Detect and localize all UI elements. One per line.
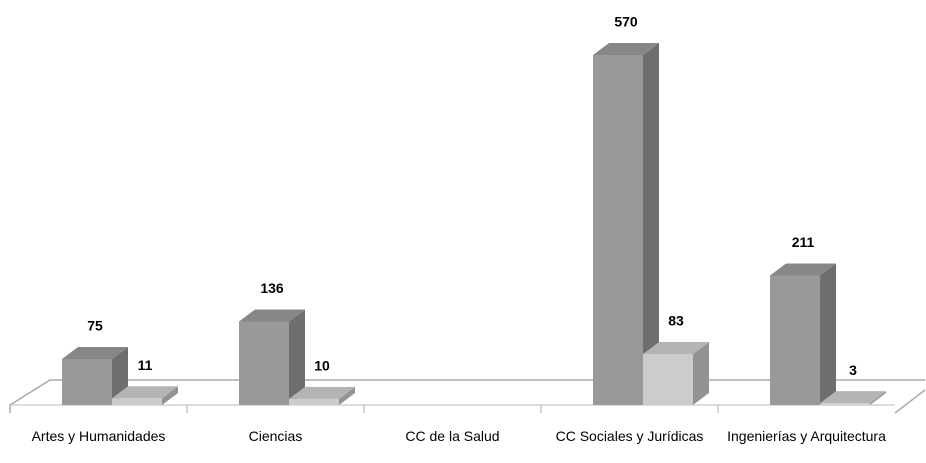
bar-front [239, 321, 289, 405]
bar-front [62, 358, 112, 405]
data-label: 136 [260, 280, 284, 296]
bar-top [289, 386, 355, 399]
bar-top [820, 391, 886, 404]
bar-top [643, 342, 709, 355]
bar-front [112, 398, 162, 405]
x-tick-label: Ciencias [248, 428, 303, 444]
x-tick-label: CC Sociales y Jurídicas [555, 428, 704, 444]
bar-side [820, 263, 836, 405]
bar-front [820, 403, 870, 405]
bar-side [162, 386, 178, 405]
bar [593, 43, 659, 405]
bar-front [593, 55, 643, 405]
bar-side [693, 342, 709, 405]
bar-side [339, 386, 355, 405]
data-label: 3 [849, 362, 857, 378]
data-label: 211 [792, 234, 815, 250]
bar [820, 391, 886, 405]
data-label: 570 [614, 14, 638, 30]
x-tick-label: Ingenierías y Arquitectura [727, 428, 886, 444]
x-tick-label: Artes y Humanidades [31, 428, 166, 444]
bar-side [643, 43, 659, 405]
bar-side [870, 391, 886, 405]
bar-top [112, 386, 178, 399]
x-tick-label: CC de la Salud [405, 428, 500, 444]
bar [239, 309, 305, 405]
bar-top [770, 263, 836, 276]
bar [643, 342, 709, 405]
bar-front [643, 354, 693, 405]
bar-front [289, 398, 339, 405]
bar [770, 263, 836, 405]
bar [112, 386, 178, 405]
data-label: 11 [138, 357, 153, 373]
data-label: 75 [87, 318, 103, 334]
bar-front [770, 275, 820, 405]
bar-top [593, 43, 659, 55]
bar-side [289, 309, 305, 405]
data-label: 83 [668, 313, 684, 329]
floor-edge [894, 389, 926, 414]
bar-top [239, 309, 305, 322]
bar [289, 386, 355, 405]
data-label: 10 [314, 358, 330, 374]
bar-top [62, 346, 128, 359]
